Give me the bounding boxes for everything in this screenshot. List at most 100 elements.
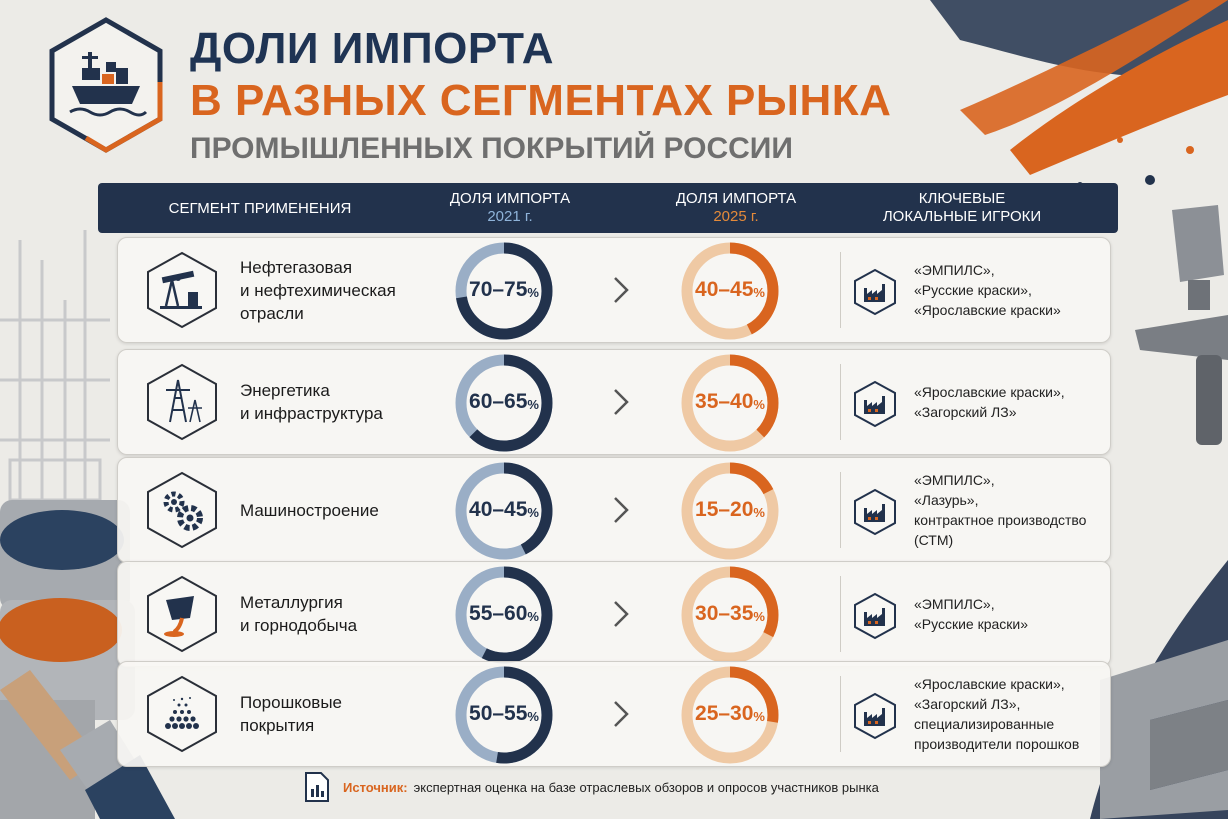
table-row: Порошковые покрытия 50–55% 25–30% «Ярославск… — [117, 661, 1111, 767]
percent-sign: % — [753, 285, 765, 300]
donut-value-arc — [455, 354, 553, 452]
row-divider — [840, 364, 841, 440]
column-header-2025: ДОЛЯ ИМПОРТА 2025 г. — [656, 190, 816, 226]
steel-beam-illustration — [1100, 640, 1228, 819]
segment-label-line: Металлургия — [240, 593, 343, 612]
percent-sign: % — [753, 397, 765, 412]
title-line-3: ПРОМЫШЛЕННЫХ ПОКРЫТИЙ РОССИИ — [190, 132, 793, 165]
donut-value: 15–20 — [695, 498, 754, 521]
column-header-year-2025: 2025 г. — [713, 208, 759, 225]
donut-value: 55–60 — [469, 602, 528, 625]
segment-label-line: и инфраструктура — [240, 404, 383, 423]
chevron-right-icon — [614, 701, 629, 727]
segment-label: Металлургия и горнодобыча — [240, 562, 420, 666]
donut-2021 — [455, 462, 553, 560]
percent-sign: % — [527, 609, 539, 624]
player-name: «Ярославские краски», — [914, 676, 1065, 692]
donut-value: 60–65 — [469, 390, 528, 413]
segment-label-line: отрасли — [240, 303, 304, 323]
factory-icon — [854, 592, 896, 640]
local-players-list: «ЭМПИЛС», «Лазурь», контрактное производст… — [914, 458, 1104, 562]
player-name: «Лазурь», — [914, 492, 979, 508]
donut-value-label: 60–65% — [449, 350, 559, 454]
percent-sign: % — [753, 709, 765, 724]
donut-value: 30–35 — [695, 602, 754, 625]
paint-brush-illustration — [0, 670, 175, 819]
donut-2025 — [681, 242, 779, 340]
power-tower-icon — [147, 363, 217, 441]
percent-sign: % — [527, 397, 539, 412]
donut-value-arc — [455, 242, 553, 340]
title-line-2: В РАЗНЫХ СЕГМЕНТАХ РЫНКА — [190, 76, 892, 125]
column-header-players: КЛЮЧЕВЫЕ ЛОКАЛЬНЫЕ ИГРОКИ — [872, 190, 1052, 226]
donut-value-arc — [681, 462, 779, 560]
segment-label: Порошковые покрытия — [240, 662, 420, 766]
segment-label-line: покрытия — [240, 716, 315, 735]
percent-sign: % — [753, 505, 765, 520]
players-header-line-1: КЛЮЧЕВЫЕ — [918, 190, 1006, 207]
local-players-list: «Ярославские краски», «Загорский ЛЗ» — [914, 350, 1104, 454]
local-players-list: «ЭМПИЛС», «Русские краски», «Ярославские к… — [914, 238, 1104, 342]
donut-value: 70–75 — [469, 278, 528, 301]
donut-value-label: 40–45% — [675, 238, 785, 342]
row-divider — [840, 676, 841, 752]
row-divider — [840, 576, 841, 652]
factory-icon — [854, 692, 896, 740]
donut-value-label: 15–20% — [675, 458, 785, 562]
players-header-line-2: ЛОКАЛЬНЫЕ ИГРОКИ — [882, 208, 1042, 225]
donut-value-arc — [681, 666, 779, 764]
title-line-1: ДОЛИ ИМПОРТА — [190, 24, 554, 73]
player-name: специализированные — [914, 716, 1055, 732]
chevron-right-icon — [614, 389, 629, 415]
player-name: контрактное производство — [914, 512, 1087, 528]
donut-value-arc — [455, 566, 553, 664]
donut-value-label: 25–30% — [675, 662, 785, 766]
donut-2021 — [455, 354, 553, 452]
donut-2021 — [455, 666, 553, 764]
source-label: Источник: — [343, 779, 408, 795]
column-header-band — [98, 183, 1118, 233]
segment-label-line: Машиностроение — [240, 500, 379, 520]
table-row: Машиностроение 40–45% 15–20% «ЭМПИЛС», «Лазу… — [117, 457, 1111, 563]
donut-value: 40–45 — [469, 498, 528, 521]
table-row: Нефтегазовая и нефтехимическая отрасли 70–7… — [117, 237, 1111, 343]
cargo-ship-icon — [69, 52, 148, 117]
factory-icon — [854, 268, 896, 316]
player-name: «Загорский ЛЗ» — [914, 404, 1017, 420]
segment-label: Машиностроение — [240, 458, 420, 562]
powder-particles-icon — [147, 675, 217, 753]
donut-value: 25–30 — [695, 702, 754, 725]
player-name: «ЭМПИЛС», — [914, 596, 995, 612]
percent-sign: % — [527, 285, 539, 300]
gears-icon — [147, 471, 217, 549]
percent-sign: % — [527, 505, 539, 520]
local-players-list: «Ярославские краски», «Загорский ЛЗ», спец… — [914, 662, 1104, 766]
local-players-list: «ЭМПИЛС», «Русские краски» — [914, 562, 1104, 666]
donut-value-arc — [455, 666, 553, 764]
segment-label: Энергетика и инфраструктура — [240, 350, 420, 454]
refinery-silhouette — [0, 230, 110, 502]
row-divider — [840, 252, 841, 328]
player-name: «Русские краски» — [914, 616, 1029, 632]
source-text: экспертная оценка на базе отраслевых обз… — [413, 779, 879, 795]
donut-value-arc — [455, 462, 553, 560]
table-row: Энергетика и инфраструктура 60–65% 35–40% «Я… — [117, 349, 1111, 455]
donut-value-label: 30–35% — [675, 562, 785, 666]
donut-value-arc — [681, 566, 779, 664]
player-name: «ЭМПИЛС», — [914, 262, 995, 278]
column-header-year-2021: 2021 г. — [487, 208, 533, 225]
donut-value: 50–55 — [469, 702, 528, 725]
donut-2021 — [455, 242, 553, 340]
donut-value: 40–45 — [695, 278, 754, 301]
donut-value-label: 40–45% — [449, 458, 559, 562]
factory-icon — [854, 380, 896, 428]
player-name: «Загорский ЛЗ», — [914, 696, 1021, 712]
document-chart-icon — [305, 772, 329, 802]
donut-value-label: 55–60% — [449, 562, 559, 666]
player-name: производители порошков — [914, 736, 1080, 752]
donut-value-arc — [681, 242, 779, 340]
segment-label-line: и горнодобыча — [240, 616, 358, 635]
table-row: Металлургия и горнодобыча 55–60% 30–35% «ЭМП… — [117, 561, 1111, 667]
percent-sign: % — [753, 609, 765, 624]
